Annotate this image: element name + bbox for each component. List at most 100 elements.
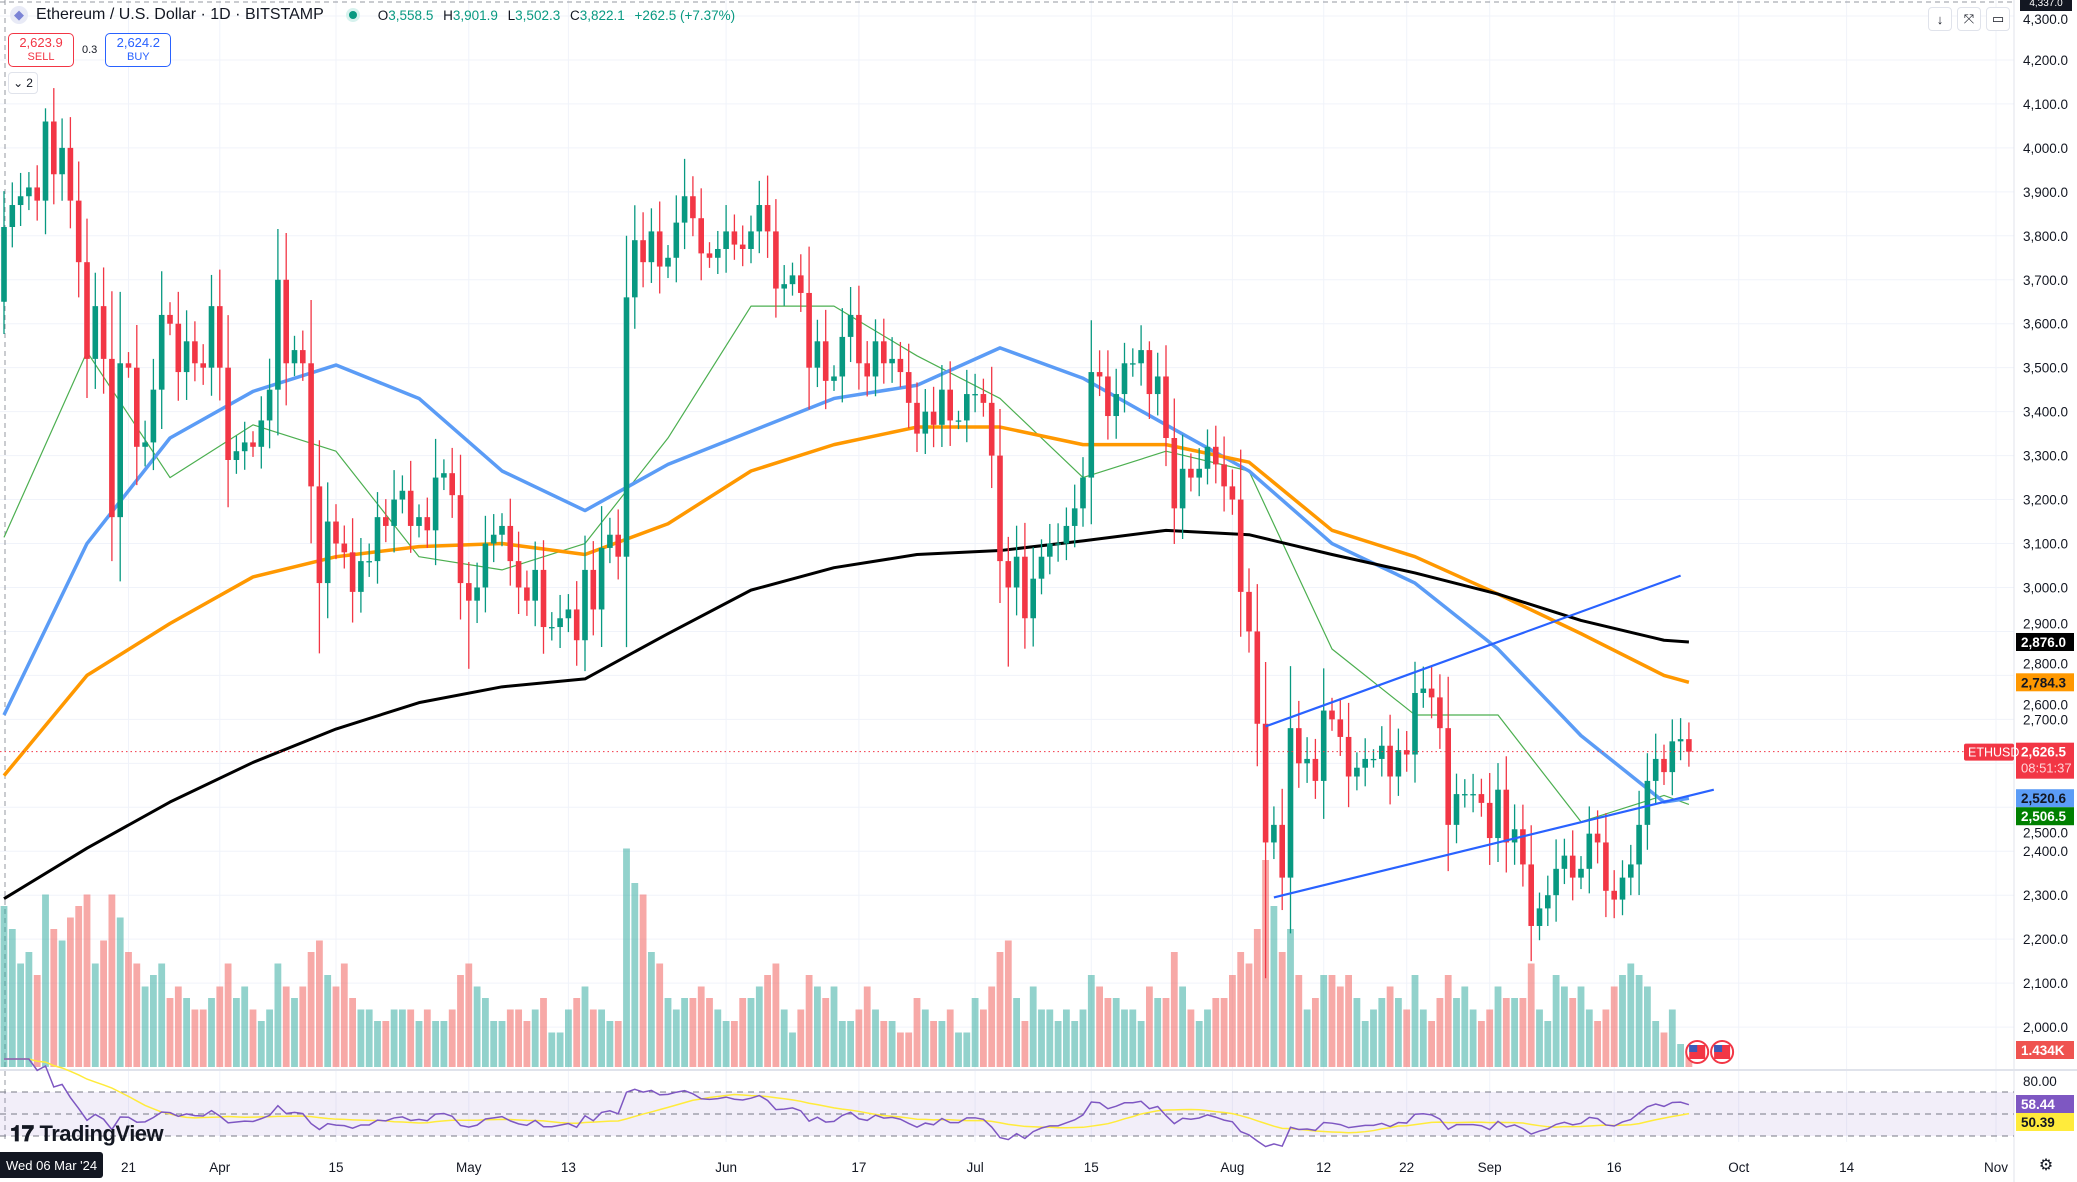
- arrow-down-icon[interactable]: ↓: [1928, 7, 1952, 31]
- volume-bar: [465, 963, 473, 1067]
- volume-bar: [1104, 998, 1112, 1067]
- candle: [997, 409, 1003, 604]
- candle-body: [416, 517, 422, 526]
- time-axis-label: Oct: [1728, 1160, 1749, 1175]
- candle-body: [1279, 824, 1285, 878]
- candle: [1669, 719, 1676, 796]
- candle-body: [598, 547, 605, 610]
- sell-button[interactable]: 2,623.9 SELL: [8, 33, 74, 67]
- candle-body: [1379, 745, 1385, 759]
- candle-body: [573, 609, 580, 641]
- volume-bar: [1253, 929, 1261, 1067]
- candle-body: [1204, 446, 1211, 469]
- candle: [1503, 756, 1510, 873]
- buy-button[interactable]: 2,624.2 BUY: [105, 33, 172, 67]
- volume-bar: [847, 1021, 854, 1067]
- collapse-icon[interactable]: ⤧: [1957, 7, 1981, 31]
- buy-price: 2,624.2: [116, 35, 160, 50]
- candle: [59, 118, 65, 201]
- volume-bar: [1303, 1009, 1311, 1067]
- candle-body: [1503, 789, 1510, 843]
- candle: [939, 365, 945, 447]
- low-label: L: [507, 7, 516, 23]
- candle-body: [1063, 525, 1070, 544]
- candle-body: [623, 297, 630, 557]
- candle-body: [607, 534, 613, 548]
- settings-gear-icon[interactable]: ⚙: [2038, 1157, 2054, 1174]
- candle: [217, 269, 223, 401]
- candle-body: [449, 473, 455, 496]
- volume-bar: [822, 998, 830, 1067]
- candle-body: [1354, 767, 1360, 777]
- time-axis-label: 22: [1399, 1160, 1414, 1175]
- tradingview-logo[interactable]: 𝟏𝟕 TradingView: [10, 1121, 164, 1147]
- candle: [283, 232, 289, 406]
- candle: [955, 410, 962, 430]
- volume-bar: [58, 940, 66, 1067]
- volume-bar: [722, 1021, 730, 1067]
- candle-body: [1686, 739, 1692, 752]
- volume-bar: [1419, 1009, 1427, 1067]
- candle-body: [1652, 758, 1659, 781]
- candle: [1453, 773, 1460, 844]
- volume-bar: [955, 1032, 962, 1067]
- candle: [648, 208, 655, 283]
- rsi-tick-label: 80.00: [2023, 1074, 2057, 1089]
- candle: [980, 378, 987, 417]
- low-value: 3,502.3: [515, 7, 561, 23]
- volume-bar: [25, 952, 33, 1067]
- candle: [9, 182, 16, 248]
- open-value: 3,558.5: [388, 7, 434, 23]
- candle: [51, 88, 57, 205]
- candle-body: [1213, 446, 1219, 465]
- volume-bar: [1569, 998, 1577, 1067]
- us-flag-icon[interactable]: [1710, 1040, 1735, 1064]
- indicators-toggle-button[interactable]: ⌄ 2: [8, 72, 38, 94]
- candle-body: [1661, 758, 1667, 773]
- price-tick-label: 4,100.0: [2023, 97, 2068, 112]
- price-tick-label: 3,000.0: [2023, 580, 2068, 595]
- volume-bar: [357, 1009, 365, 1067]
- volume-bar: [706, 998, 713, 1067]
- maximize-icon[interactable]: ▭: [1986, 7, 2010, 31]
- volume-bar: [1312, 998, 1319, 1067]
- candle: [1221, 436, 1227, 512]
- candle-body: [698, 218, 704, 254]
- volume-bar: [639, 894, 647, 1067]
- candle-body: [549, 627, 555, 629]
- candle: [947, 361, 953, 446]
- candle-body: [715, 248, 721, 258]
- symbol-title[interactable]: Ethereum / U.S. Dollar · 1D · BITSTAMP: [36, 6, 324, 23]
- candle: [366, 543, 372, 577]
- candle: [673, 195, 680, 283]
- volume-bar: [556, 1032, 564, 1067]
- moving-average-ma100: [2, 425, 1690, 777]
- volume-bar: [199, 1009, 207, 1067]
- candle-body: [308, 363, 314, 487]
- candle-body: [75, 200, 82, 263]
- candle: [839, 308, 846, 403]
- volume-bar: [307, 952, 315, 1067]
- volume-bar: [589, 1009, 597, 1067]
- volume-bar: [224, 963, 232, 1067]
- volume-bar: [1668, 1009, 1676, 1067]
- candle-body: [241, 442, 248, 452]
- volume-bar: [1594, 1021, 1601, 1067]
- candle: [731, 214, 738, 260]
- volume-bar: [150, 975, 157, 1067]
- candle: [241, 421, 248, 470]
- candle-body: [798, 275, 804, 293]
- volume-bar: [1652, 1021, 1660, 1067]
- volume-bar: [266, 1009, 273, 1067]
- volume-bar: [1370, 1009, 1377, 1067]
- us-flag-icon[interactable]: [1685, 1040, 1710, 1064]
- trendline[interactable]: [1273, 788, 1715, 899]
- candle: [806, 246, 812, 410]
- candle: [1677, 718, 1684, 761]
- price-tick-label: 3,600.0: [2023, 317, 2068, 332]
- candle-body: [1, 227, 7, 302]
- candle: [490, 514, 497, 563]
- trendline[interactable]: [1265, 574, 1681, 728]
- change-value: +262.5 (+7.37%): [634, 7, 736, 23]
